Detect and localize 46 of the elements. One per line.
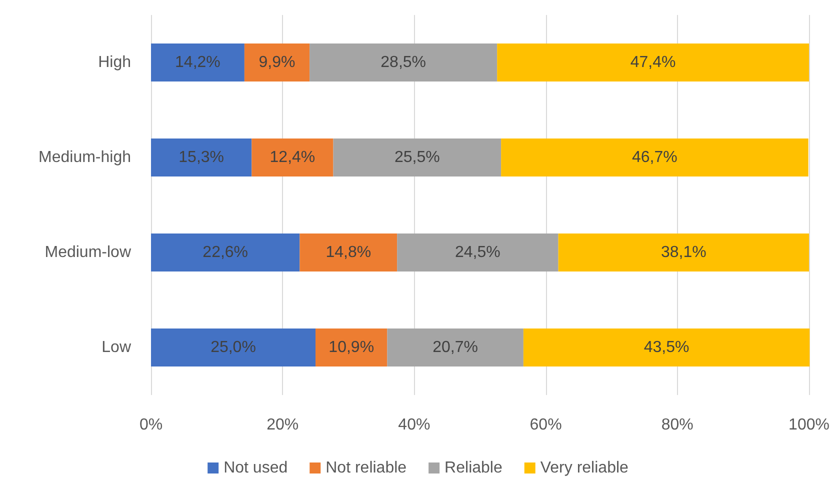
bar xyxy=(397,234,558,272)
data-label: 28,5% xyxy=(380,54,426,71)
x-tick-label: 0% xyxy=(139,416,163,434)
bar xyxy=(316,328,388,366)
y-tick-label: High xyxy=(98,54,131,71)
data-label: 47,4% xyxy=(630,54,676,71)
bar xyxy=(497,44,809,82)
data-label: 14,8% xyxy=(326,244,372,261)
data-label: 20,7% xyxy=(432,339,478,356)
bar xyxy=(151,138,252,176)
data-label: 38,1% xyxy=(660,244,706,261)
bar xyxy=(244,44,310,82)
data-label: 10,9% xyxy=(328,339,374,356)
data-label: 46,7% xyxy=(632,149,678,166)
data-label: 12,4% xyxy=(270,149,316,166)
legend-label: Not used xyxy=(224,460,288,476)
x-tick-label: 80% xyxy=(661,416,694,434)
x-tick-label: 20% xyxy=(266,416,299,434)
y-tick-label: Medium-high xyxy=(38,149,131,166)
legend-label: Very reliable xyxy=(540,460,629,476)
data-label: 22,6% xyxy=(202,244,248,261)
data-label: 43,5% xyxy=(644,339,690,356)
bar xyxy=(558,234,809,272)
data-label: 25,0% xyxy=(210,339,256,356)
y-tick-label: Medium-low xyxy=(44,244,132,261)
bar xyxy=(151,234,300,272)
bar xyxy=(252,138,334,176)
bar xyxy=(387,328,524,366)
data-label: 15,3% xyxy=(178,149,224,166)
legend-label: Not reliable xyxy=(326,460,407,476)
data-label: 24,5% xyxy=(455,244,500,261)
bar xyxy=(333,138,502,176)
data-label: 9,9% xyxy=(258,54,296,71)
bar xyxy=(300,234,398,272)
data-label: 25,5% xyxy=(394,149,440,166)
bar xyxy=(151,44,244,82)
x-tick-label: 40% xyxy=(398,416,430,434)
y-tick-label: Low xyxy=(102,339,132,356)
bar xyxy=(151,328,316,366)
data-label: 14,2% xyxy=(175,54,220,71)
x-tick-label: 60% xyxy=(530,416,562,434)
bar xyxy=(501,138,808,176)
bar xyxy=(523,328,810,366)
bar xyxy=(310,44,498,82)
x-tick-label: 100% xyxy=(788,416,830,434)
legend-label: Reliable xyxy=(444,460,502,476)
